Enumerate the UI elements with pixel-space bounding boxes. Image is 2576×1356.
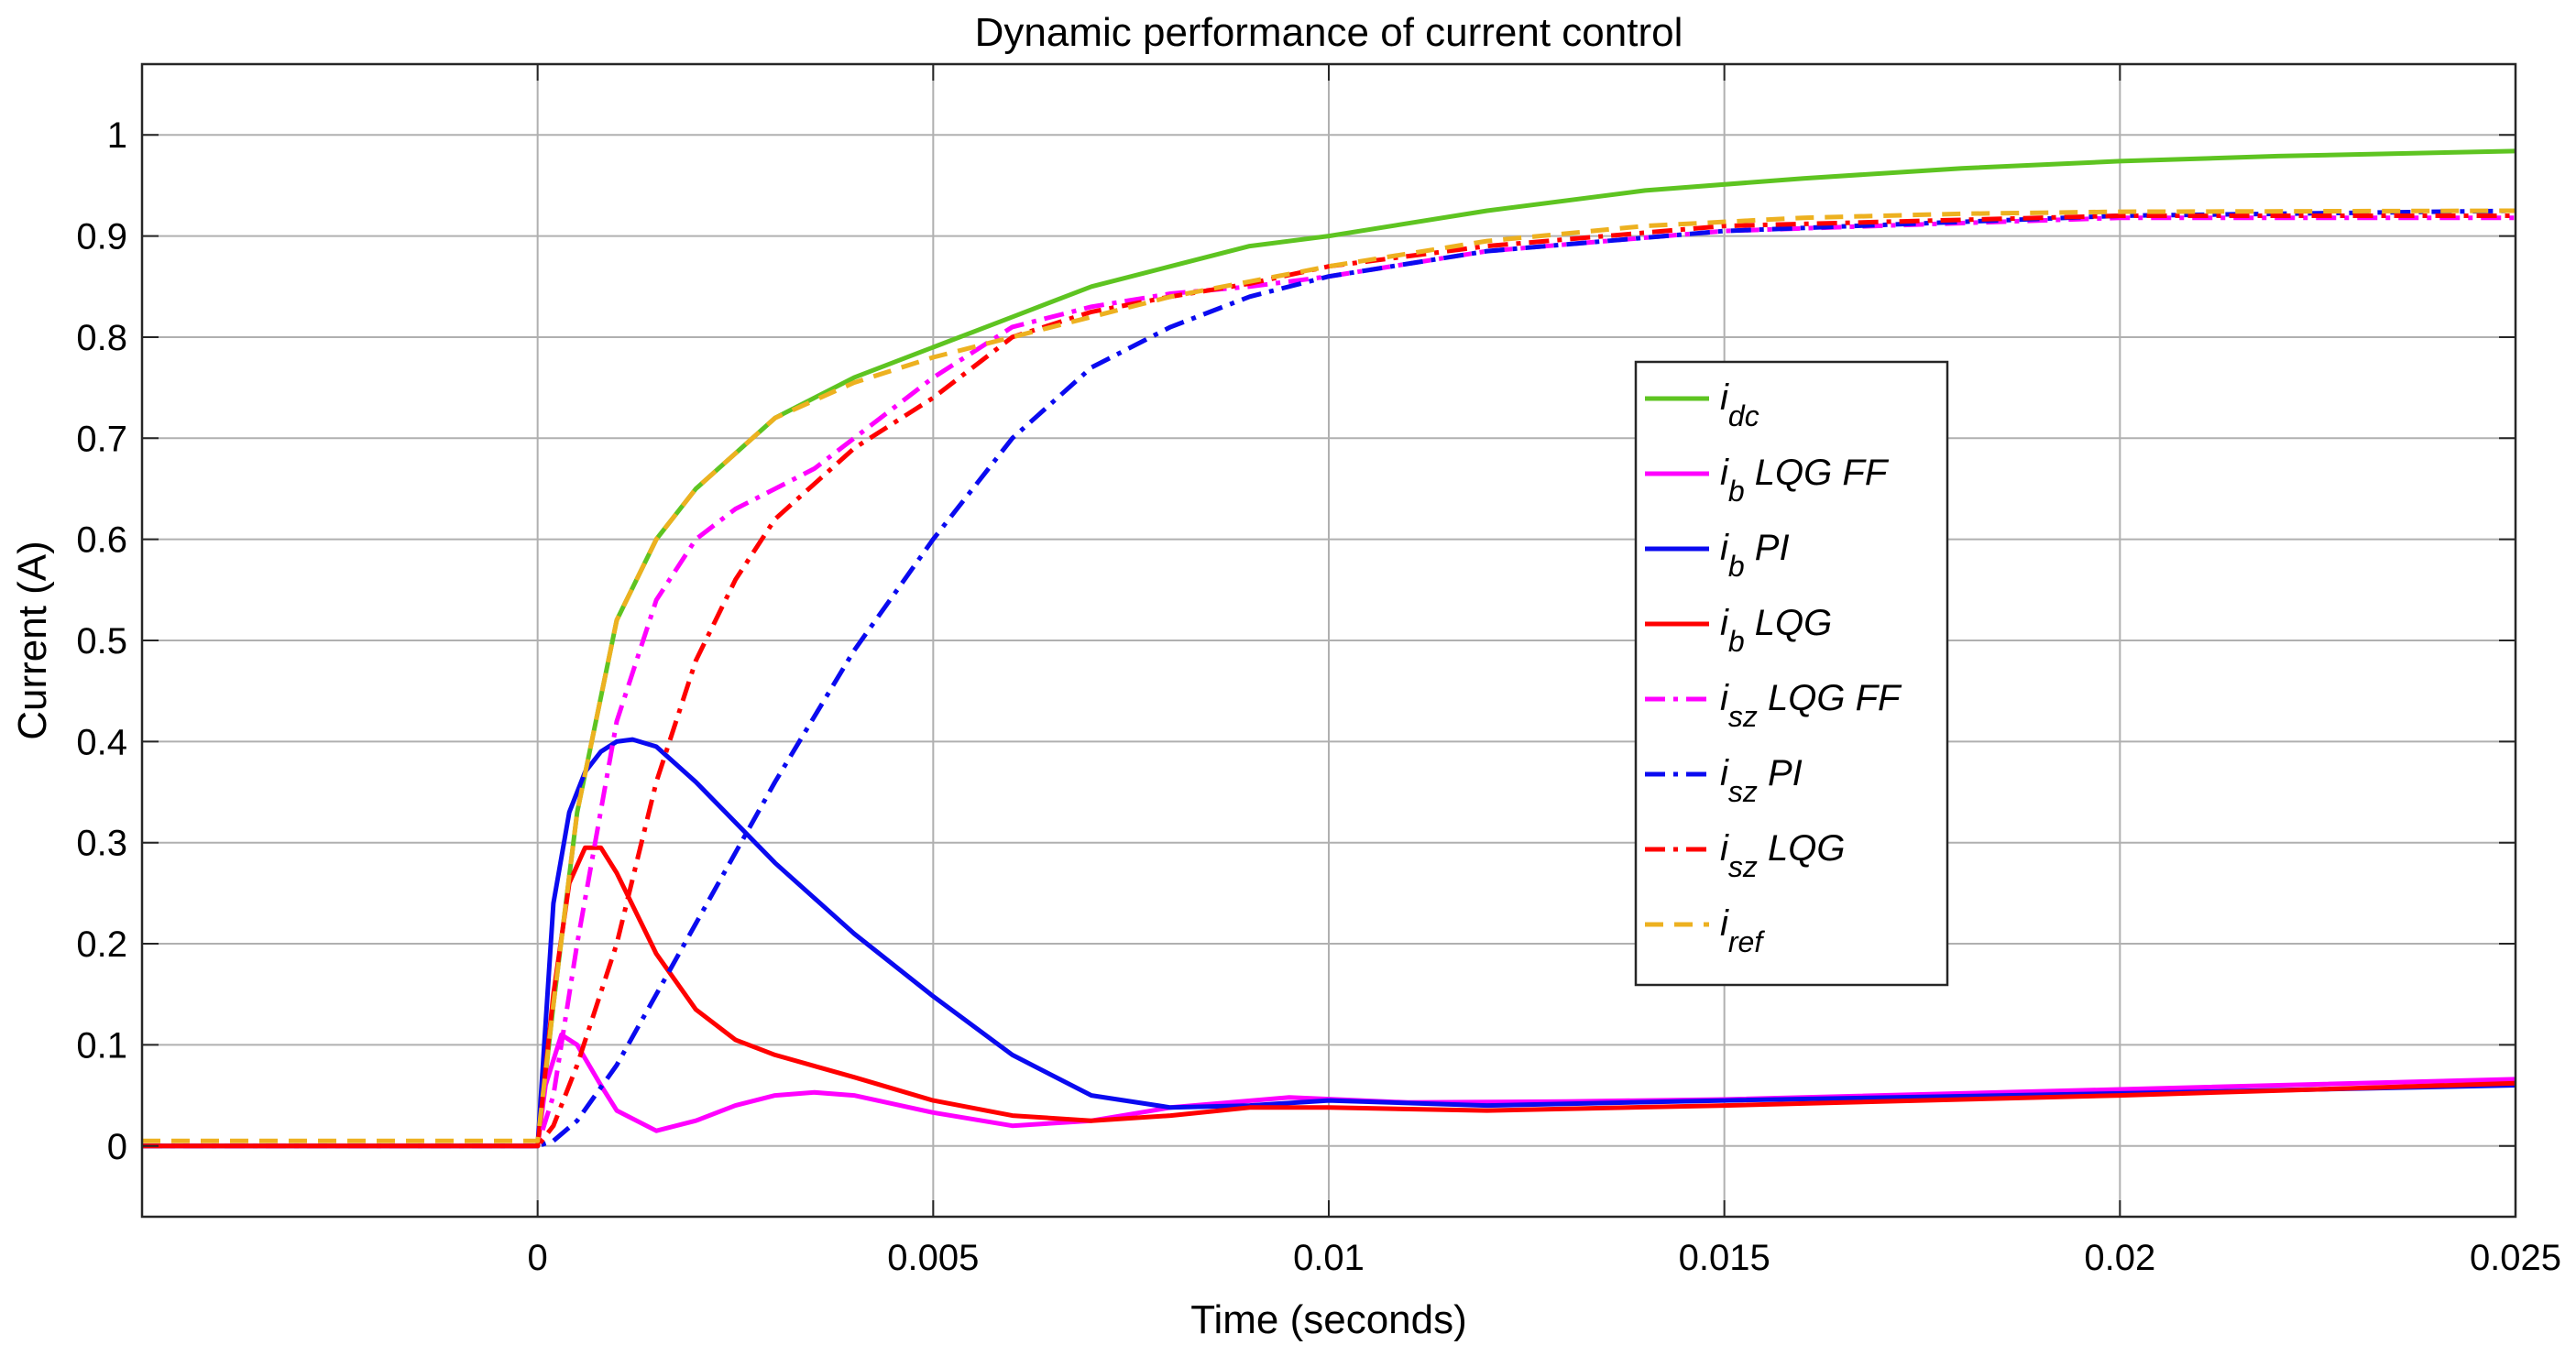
x-tick-label: 0.005 xyxy=(887,1238,979,1278)
legend-label-3: ib LQG xyxy=(1720,603,1832,658)
series-line-2 xyxy=(142,737,2516,1149)
x-tick-label: 0.025 xyxy=(2470,1238,2561,1278)
legend-label-1: ib LQG FF xyxy=(1720,453,1890,508)
series-line-6 xyxy=(142,213,2516,1149)
legend-label-6: isz LQG xyxy=(1720,828,1845,883)
series-line-7 xyxy=(142,208,2516,1143)
legend-label-7: iref xyxy=(1720,903,1765,958)
legend-label-2: ib PI xyxy=(1720,528,1790,583)
series-lines xyxy=(142,148,2516,1149)
series-line-4 xyxy=(142,215,2516,1149)
y-tick-label: 0.7 xyxy=(76,419,127,459)
y-tick-label: 0.5 xyxy=(76,621,127,662)
series-line-1 xyxy=(142,1032,2516,1149)
y-tick-label: 0.1 xyxy=(76,1025,127,1066)
legend-label-5: isz PI xyxy=(1720,753,1803,808)
x-tick-label: 0.015 xyxy=(1679,1238,1770,1278)
y-tick-label: 0.2 xyxy=(76,924,127,965)
series-line-5 xyxy=(142,208,2516,1149)
y-tick-label: 0.4 xyxy=(76,722,127,762)
x-axis-label: Time (seconds) xyxy=(1190,1297,1467,1342)
y-tick-label: 0.6 xyxy=(76,520,127,561)
y-tick-label: 1 xyxy=(107,115,127,156)
tick-labels: 0 0.005 0.01 0.015 0.02 0.025 0 0.1 0.2 0.3 0.4 0.5… xyxy=(76,64,2561,1278)
y-tick-label: 0.3 xyxy=(76,824,127,864)
x-tick-label: 0 xyxy=(528,1238,548,1278)
x-tick-label: 0.02 xyxy=(2084,1238,2155,1278)
series-line-3 xyxy=(142,845,2516,1149)
y-tick-label: 0.9 xyxy=(76,217,127,257)
legend: idc ib LQG FF ib PI ib LQG isz LQG FF isz PI i… xyxy=(1634,360,1949,987)
legend-box xyxy=(1634,360,1949,987)
x-tick-label: 0.01 xyxy=(1293,1238,1365,1278)
legend-label-0: idc xyxy=(1720,377,1759,432)
chart-title: Dynamic performance of current control xyxy=(975,10,1683,55)
y-tick-label: 0 xyxy=(107,1127,127,1167)
y-axis-label: Current (A) xyxy=(10,541,55,740)
y-tick-label: 0.8 xyxy=(76,318,127,358)
legend-label-4: isz LQG FF xyxy=(1720,678,1902,733)
